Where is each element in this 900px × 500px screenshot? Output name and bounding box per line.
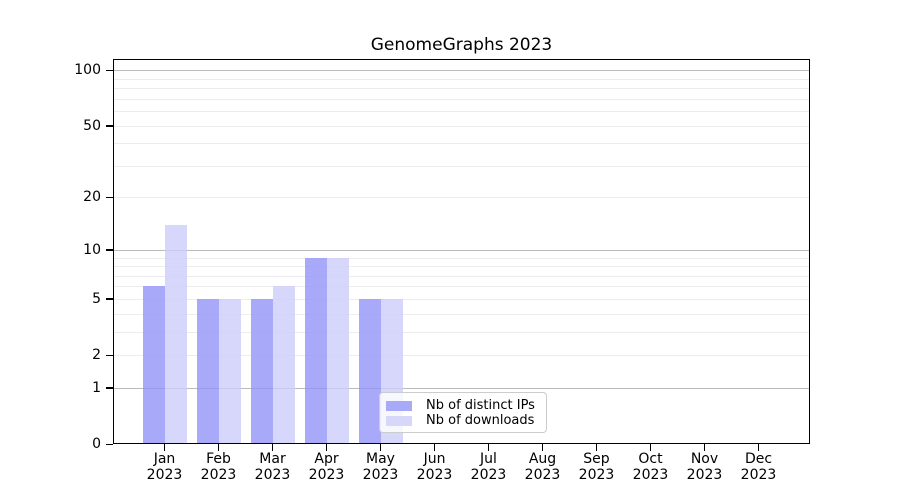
bar-nb-of-downloads-apr: [326, 257, 349, 444]
y-axis-tick: [106, 443, 113, 445]
bar-nb-of-distinct-ips-feb: [196, 298, 219, 444]
x-axis-year-label: 2023: [578, 467, 615, 483]
x-axis-tick-label-jul: Jul 2023: [454, 451, 524, 483]
bar-nb-of-distinct-ips-may: [358, 298, 381, 444]
gridline-minor: [113, 286, 810, 288]
x-axis-year-label: 2023: [308, 467, 345, 483]
gridline-major: [113, 387, 810, 389]
x-axis-tick-label-mar: Mar 2023: [238, 451, 308, 483]
y-axis-tick-label: 5: [92, 290, 101, 307]
y-axis-tick: [106, 125, 113, 127]
legend-item-downloads: Nb of downloads: [386, 413, 539, 428]
y-axis-tick-label: 0: [92, 436, 101, 452]
x-axis-tick-label-apr: Apr 2023: [292, 451, 362, 483]
gridline-minor: [113, 266, 810, 267]
x-axis-tick-label-feb: Feb 2023: [184, 451, 254, 483]
bar-nb-of-distinct-ips-jan: [142, 286, 165, 444]
x-axis-tick: [487, 444, 490, 451]
x-axis-tick-label-aug: Aug 2023: [508, 451, 578, 483]
x-axis-tick: [163, 444, 166, 451]
plot-area: Nb of distinct IPs Nb of downloads 0 1 2 5 1…: [74, 59, 810, 483]
x-axis-tick-label-jan: Jan 2023: [130, 451, 200, 483]
x-axis-tick: [703, 444, 706, 451]
y-axis-tick: [106, 354, 113, 356]
x-axis-year-label: 2023: [686, 467, 723, 483]
legend-item-distinct-ips: Nb of distinct IPs: [386, 398, 539, 413]
x-axis-year-label: 2023: [146, 467, 183, 483]
y-axis-tick-label: 2: [92, 347, 101, 363]
gridline-minor: [113, 197, 810, 199]
gridline-minor: [113, 111, 810, 113]
gridline-minor: [113, 78, 810, 80]
bar-nb-of-distinct-ips-apr: [304, 257, 327, 444]
bar-nb-of-downloads-mar: [272, 286, 295, 444]
gridline-minor: [113, 257, 810, 259]
gridline-minor: [113, 275, 810, 277]
x-axis-tick-label-dec: Dec 2023: [724, 451, 794, 483]
y-axis-tick: [106, 387, 113, 389]
y-axis-tick-label: 50: [83, 117, 101, 134]
x-axis-tick-label-nov: Nov 2023: [670, 451, 740, 483]
y-axis-tick-label: 20: [83, 189, 101, 206]
x-axis-tick: [217, 444, 220, 451]
legend-label-distinct-ips: Nb of distinct IPs: [426, 397, 535, 413]
x-axis-tick: [649, 444, 652, 451]
gridline-minor: [113, 331, 810, 333]
x-axis-tick: [541, 444, 544, 451]
x-axis-year-label: 2023: [524, 467, 561, 483]
x-axis-tick: [325, 444, 328, 451]
x-axis-tick: [379, 444, 382, 451]
legend-label-downloads: Nb of downloads: [426, 412, 535, 428]
x-axis-tick-label-jun: Jun 2023: [400, 451, 470, 483]
gridline-minor: [113, 298, 810, 300]
x-axis-tick-label-oct: Oct 2023: [616, 451, 686, 483]
x-axis-year-label: 2023: [470, 467, 507, 483]
gridline-minor: [113, 165, 810, 167]
x-axis-year-label: 2023: [254, 467, 291, 483]
x-axis-tick-label-may: May 2023: [346, 451, 416, 483]
x-axis-year-label: 2023: [632, 467, 669, 483]
x-axis-year-label: 2023: [416, 467, 453, 483]
legend: Nb of distinct IPs Nb of downloads: [379, 392, 547, 433]
y-axis-tick: [106, 196, 113, 199]
gridline-minor: [113, 125, 810, 127]
chart-title: GenomeGraphs 2023: [370, 35, 553, 55]
y-axis-tick-label: 1: [92, 379, 101, 396]
y-axis-tick: [106, 69, 113, 72]
x-axis-year-label: 2023: [200, 467, 237, 483]
x-axis-year-label: 2023: [740, 467, 777, 483]
x-axis-tick: [433, 444, 436, 451]
legend-swatch-distinct-ips: [386, 400, 412, 411]
y-axis-tick: [106, 298, 113, 300]
gridline-minor: [113, 313, 810, 315]
legend-swatch-downloads: [386, 415, 412, 426]
x-axis-tick: [595, 444, 598, 451]
x-axis-tick: [271, 444, 274, 451]
gridline-minor: [113, 143, 810, 145]
bar-nb-of-downloads-jan: [164, 224, 187, 444]
gridline-major: [113, 70, 810, 72]
y-axis-tick: [106, 249, 113, 251]
bar-nb-of-downloads-feb: [218, 298, 241, 444]
gridline-minor: [113, 88, 810, 90]
gridline-minor: [113, 98, 810, 100]
gridline-major: [113, 249, 810, 251]
y-axis-tick-label: 100: [74, 62, 101, 79]
x-axis-tick-label-sep: Sep 2023: [562, 451, 632, 483]
gridline-minor: [113, 355, 810, 356]
x-axis-year-label: 2023: [362, 467, 399, 483]
bar-nb-of-distinct-ips-mar: [250, 298, 273, 444]
y-axis-tick-label: 10: [83, 241, 101, 258]
x-axis-tick: [757, 444, 760, 451]
